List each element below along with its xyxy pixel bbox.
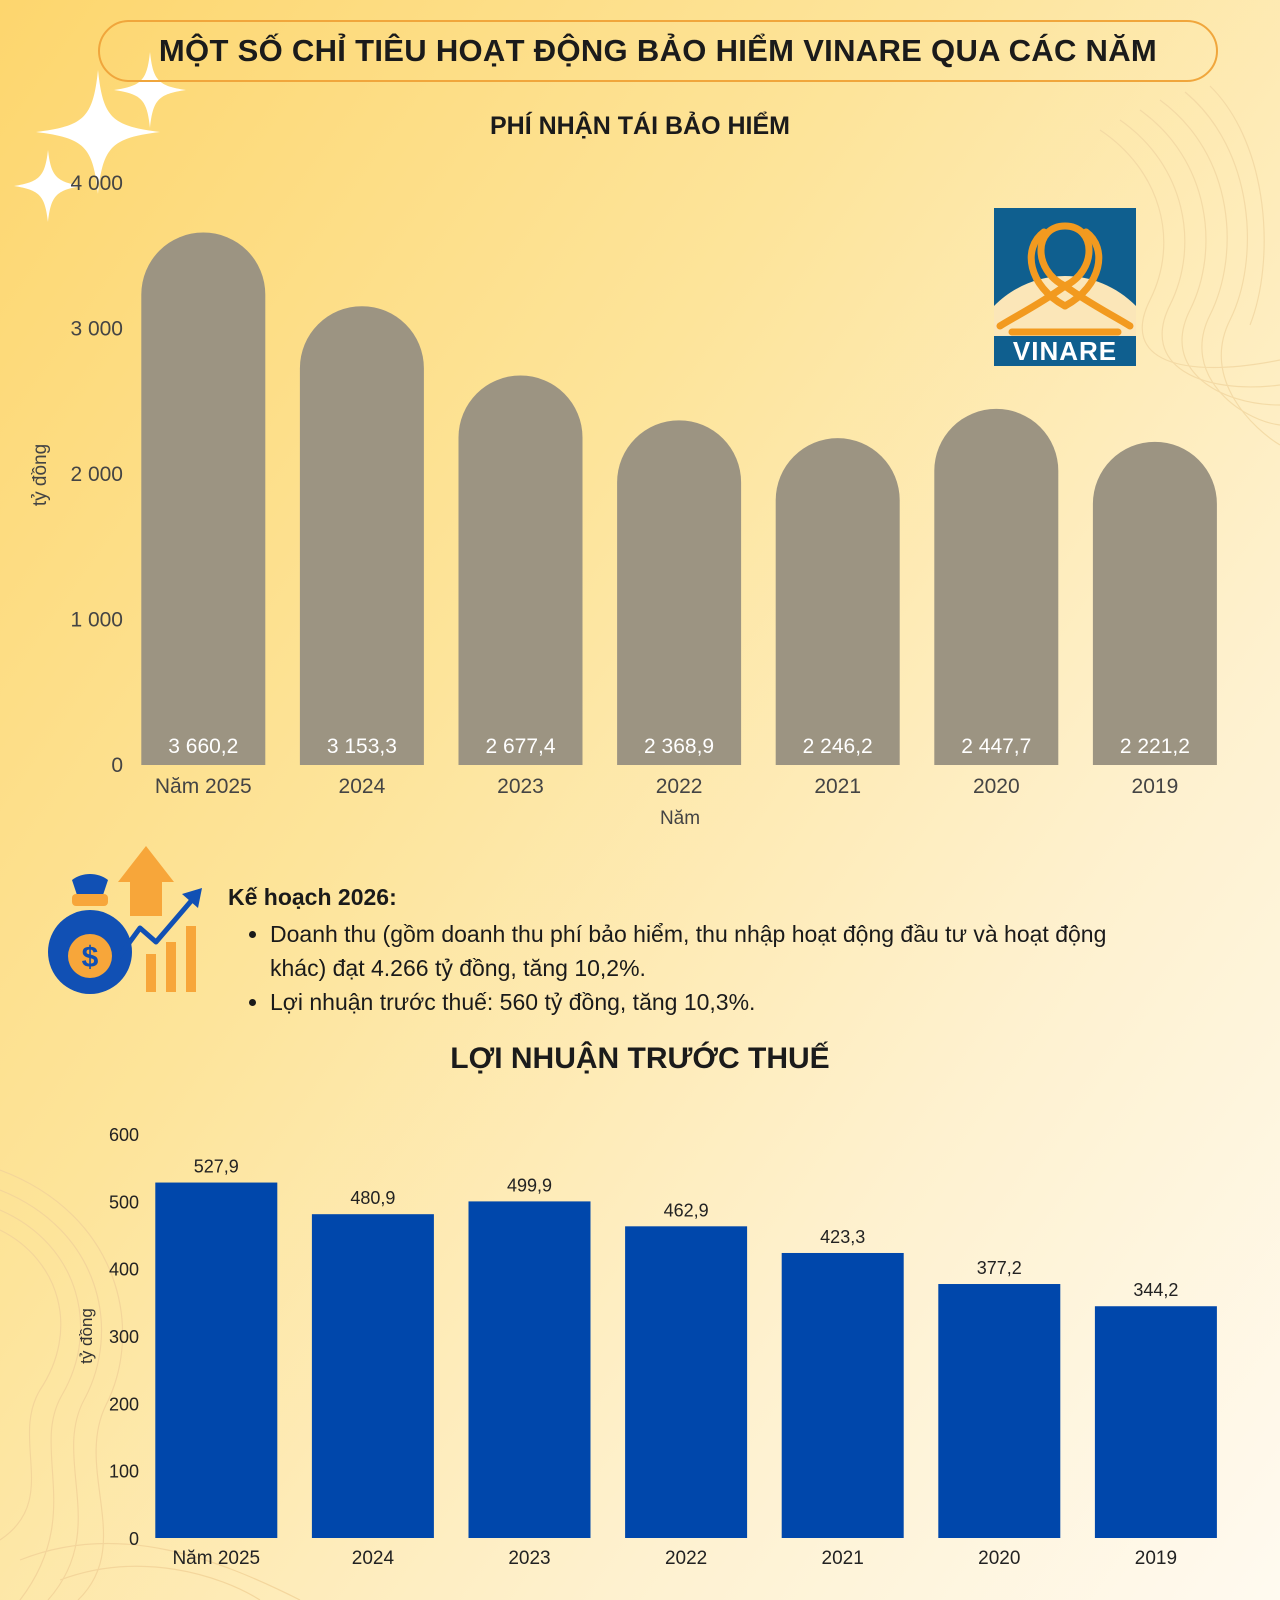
up-arrow-icon [118,846,174,916]
bar [617,420,742,765]
x-tick-label: Năm 2025 [172,1548,260,1569]
bar-value-label: 462,9 [664,1200,709,1220]
sparkle-icon [14,150,82,222]
x-tick-label: 2022 [656,775,703,798]
x-tick-label: 2024 [352,1548,395,1569]
money-bag-icon: $ [48,874,132,994]
y-tick-label: 600 [109,1125,139,1145]
bar-value-label: 3 153,3 [327,735,397,758]
y-tick-label: 1 000 [70,609,123,632]
x-tick-label: 2022 [665,1548,707,1569]
page-title: MỘT SỐ CHỈ TIÊU HOẠT ĐỘNG BẢO HIỂM VINAR… [98,20,1218,82]
bar-value-label: 2 677,4 [485,735,555,758]
x-tick-label: 2019 [1135,1548,1177,1569]
bar [155,1182,278,1538]
plan-2026: Kế hoạch 2026: Doanh thu (gồm doanh thu … [228,884,1148,1019]
y-tick-label: 3 000 [70,318,123,341]
bar-value-label: 2 246,2 [803,735,873,758]
y-tick-label: 400 [109,1260,139,1280]
bar-value-label: 377,2 [977,1258,1022,1278]
chart1-plot: 0 1 000 2 000 3 000 4 000 3 660,2 Năm 2025 3 15… [70,172,1217,798]
growth-bars-icon [146,926,196,992]
x-tick-label: 2023 [497,775,544,798]
x-tick-label: 2020 [978,1548,1020,1569]
bar-value-label: 499,9 [507,1175,552,1195]
chart1-title: PHÍ NHẬN TÁI BẢO HIỂM [490,112,790,140]
bar [311,1214,434,1538]
chart2-plot: 0 100 200 300 400 500 600 527,9 Năm 2025 480,9 202… [109,1125,1217,1569]
trend-line-icon [115,898,194,960]
x-tick-label: 2020 [973,775,1020,798]
bar [458,375,583,765]
y-tick-label: 300 [109,1327,139,1347]
topo-lines-top-right [1099,85,1280,446]
y-tick-label: 200 [109,1394,139,1414]
plan-item-profit: Lợi nhuận trước thuế: 560 tỷ đồng, tăng … [270,985,1148,1019]
bar-value-label: 344,2 [1133,1280,1178,1300]
bar [1092,441,1217,765]
plan-list: Doanh thu (gồm doanh thu phí bảo hiểm, t… [228,917,1148,1019]
y-tick-label: 0 [129,1529,139,1549]
bar-value-label: 480,9 [350,1188,395,1208]
sparkle-icon [114,52,186,128]
chart1-x-axis-label: Năm [659,808,701,829]
bar-value-label: 2 447,7 [961,735,1031,758]
bar-value-label: 527,9 [194,1157,239,1177]
plan-item-revenue: Doanh thu (gồm doanh thu phí bảo hiểm, t… [270,917,1148,985]
logo-emblem-icon [996,222,1134,336]
chart2-title: LỢI NHUẬN TRƯỚC THUẾ [450,1042,830,1075]
bar [141,232,266,765]
bar-value-label: 2 368,9 [644,735,714,758]
x-tick-label: 2021 [814,775,861,798]
bar [934,408,1059,765]
x-tick-label: 2021 [822,1548,864,1569]
bar [775,438,900,765]
y-tick-label: 500 [109,1192,139,1212]
y-tick-label: 4 000 [70,172,123,195]
y-tick-label: 0 [111,754,123,777]
logo-text: VINARE [1013,336,1117,366]
bar-value-label: 2 221,2 [1120,735,1190,758]
topo-lines-bottom-left [0,1169,301,1600]
bar-value-label: 3 660,2 [168,735,238,758]
plan-title: Kế hoạch 2026: [228,884,397,910]
logo-text-band [994,336,1136,366]
money-bag-growth-icon: $ [48,846,202,994]
bar [299,306,424,765]
bar [781,1252,904,1538]
x-tick-label: Năm 2025 [155,775,252,798]
bar [1094,1306,1217,1538]
sparkle-icon [36,70,160,194]
y-tick-label: 2 000 [70,463,123,486]
vinare-logo: VINARE [994,208,1136,366]
trend-arrowhead-icon [182,888,202,908]
sparkle-icons [14,52,186,222]
bar-value-label: 423,3 [820,1227,865,1247]
bar [625,1226,748,1538]
bar [468,1201,591,1538]
dollar-sign-icon: $ [82,941,99,974]
y-tick-label: 100 [109,1462,139,1482]
bar [938,1284,1061,1538]
x-tick-label: 2019 [1132,775,1179,798]
x-tick-label: 2024 [339,775,386,798]
x-tick-label: 2023 [508,1548,550,1569]
